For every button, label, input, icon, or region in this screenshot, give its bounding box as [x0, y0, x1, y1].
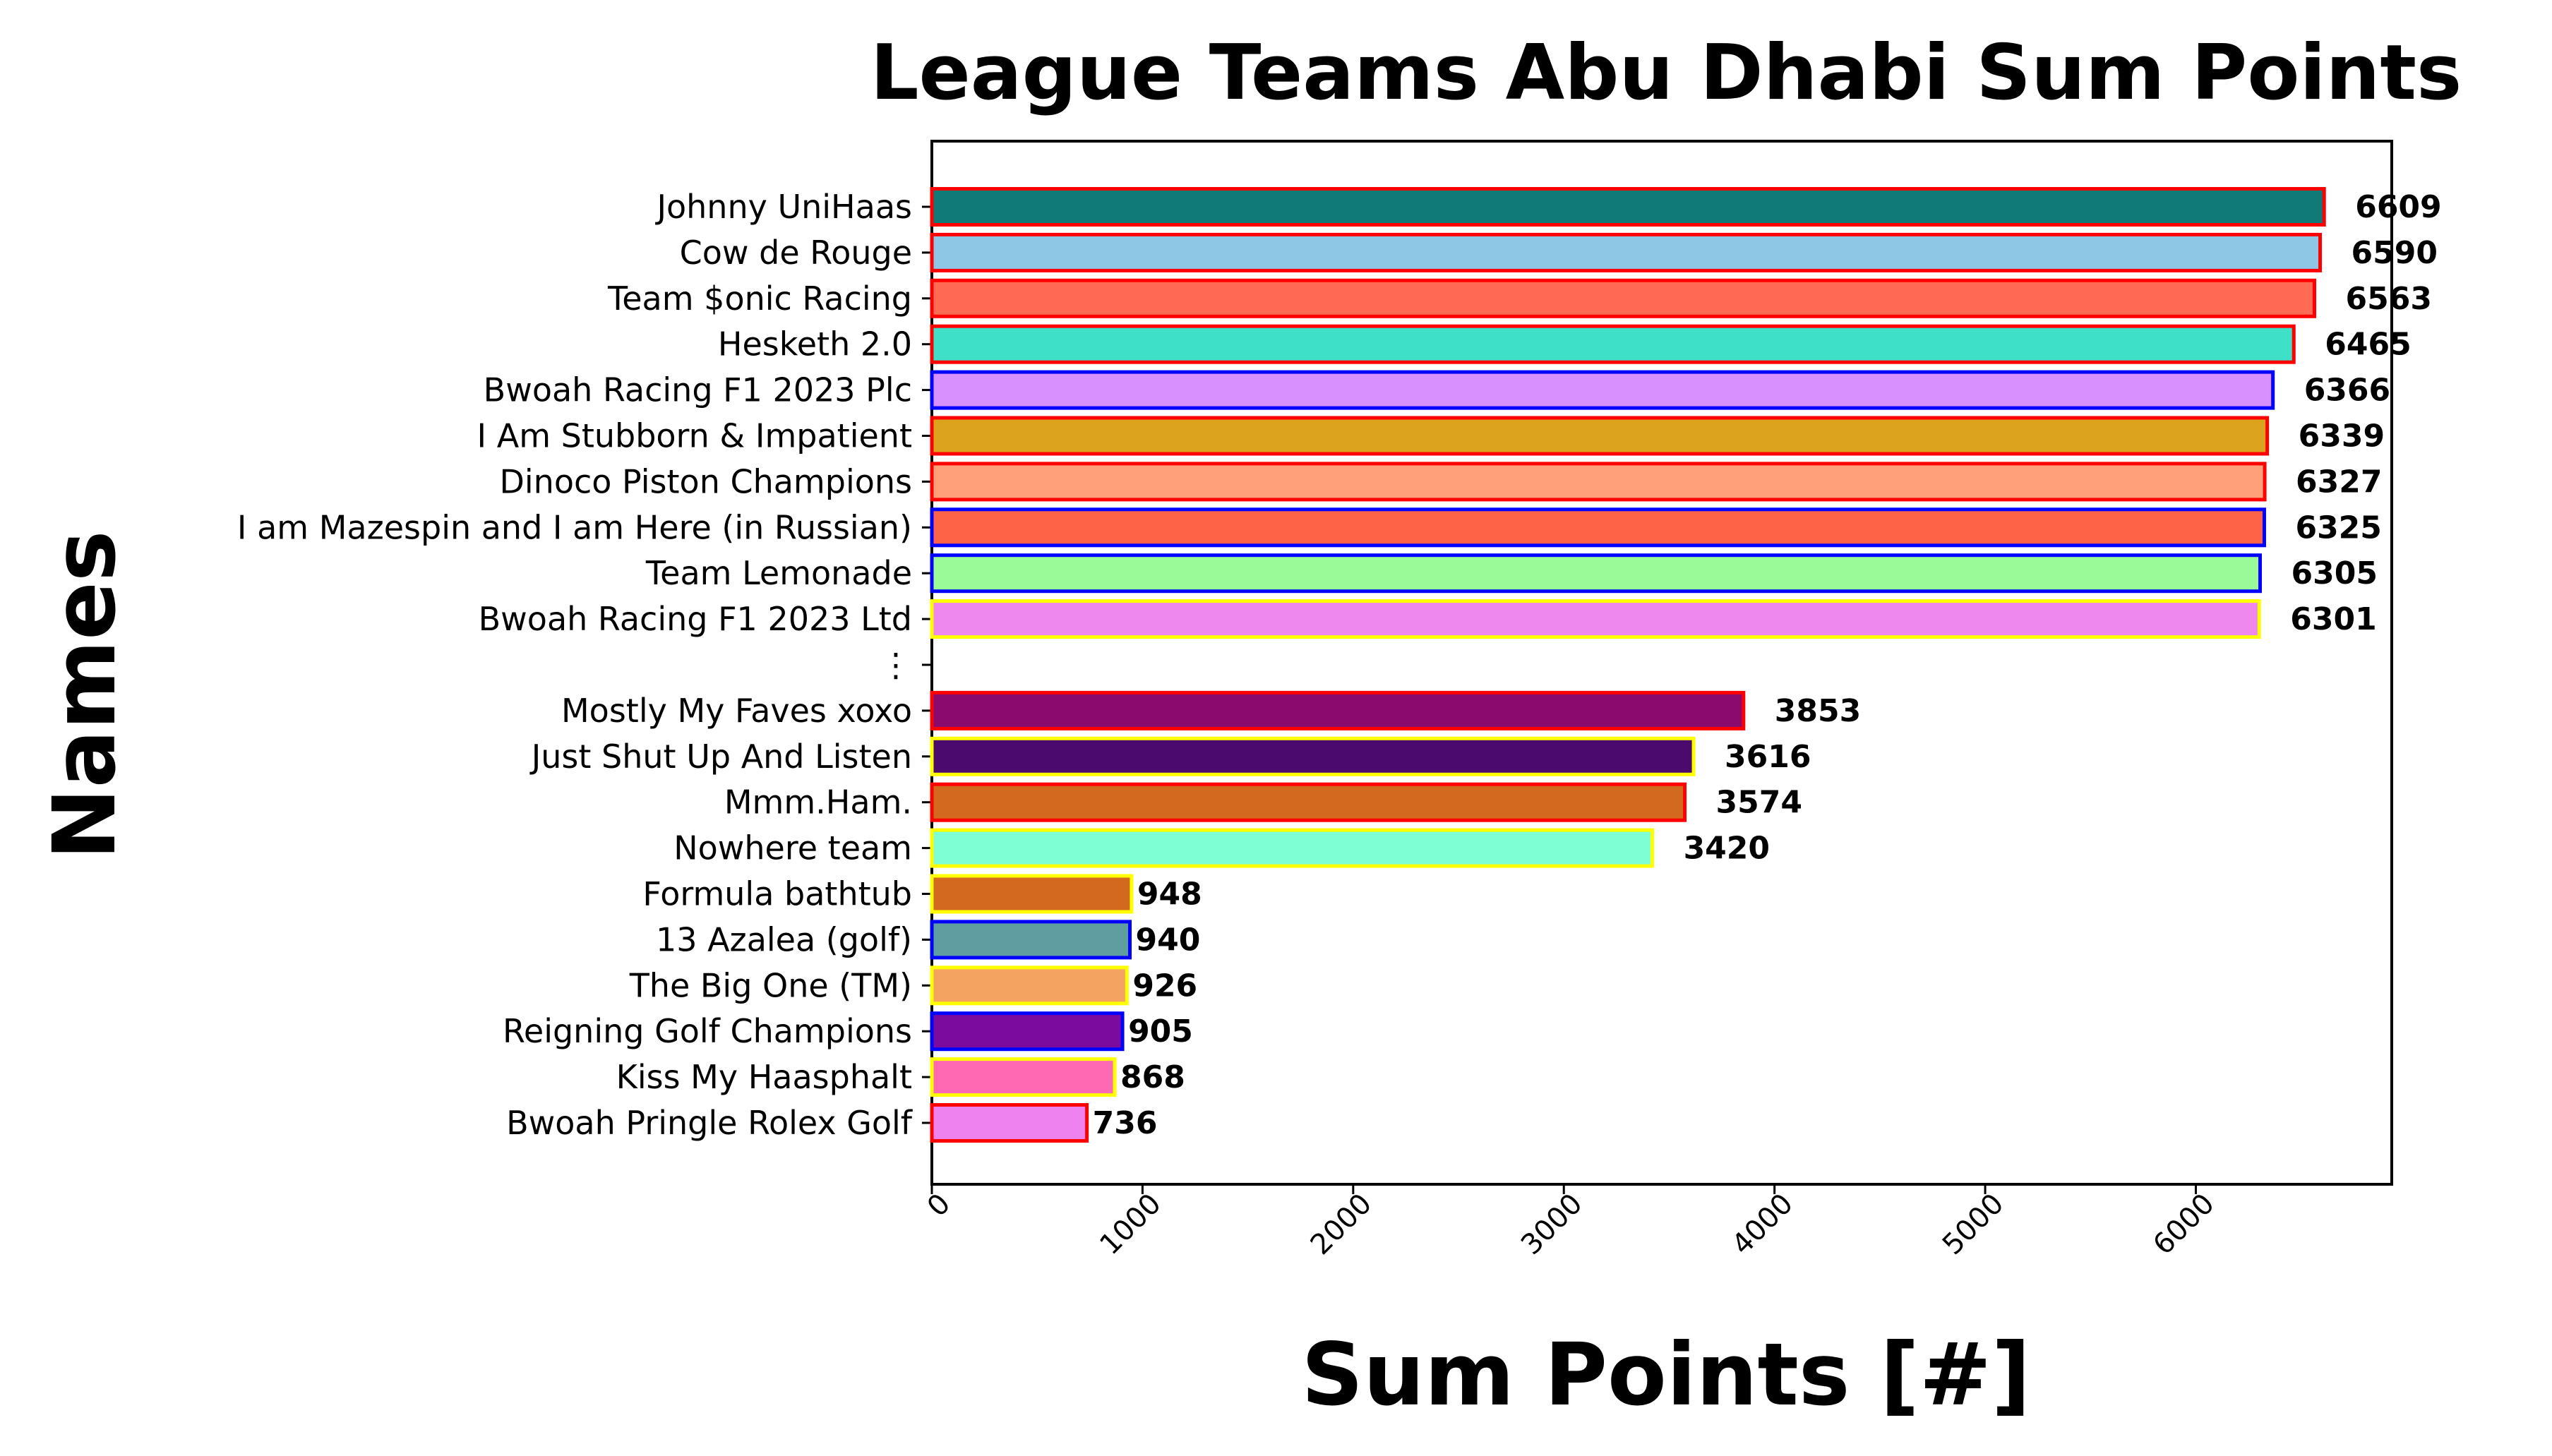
bar — [930, 965, 1129, 1006]
bar — [930, 232, 2323, 272]
bar — [930, 1011, 1125, 1052]
y-tick-label: Bwoah Pringle Rolex Golf — [506, 1104, 913, 1142]
chart-title: League Teams Abu Dhabi Sum Points — [870, 29, 2462, 117]
bar — [930, 507, 2266, 548]
bar-value-label: 6590 — [2352, 235, 2438, 271]
bar — [930, 1057, 1117, 1097]
bar-value-label: 868 — [1120, 1059, 1185, 1095]
y-tick-label: Formula bathtub — [642, 875, 912, 913]
bar-value-label: 6301 — [2290, 601, 2376, 637]
bar — [930, 553, 2262, 594]
bar — [930, 324, 2296, 364]
y-tick-label: Team $onic Racing — [607, 279, 912, 318]
x-axis-label: Sum Points [#] — [1301, 1325, 2030, 1425]
y-tick-label: The Big One (TM) — [629, 966, 912, 1004]
y-tick-label: Kiss My Haasphalt — [616, 1058, 912, 1096]
y-tick-label: I Am Stubborn & Impatient — [477, 417, 912, 455]
x-tick-label: 3000 — [1515, 1188, 1589, 1262]
y-tick-label: Bwoah Racing F1 2023 Ltd — [479, 600, 912, 638]
bar-value-label: 926 — [1132, 968, 1197, 1004]
bar-value-label: 6609 — [2355, 189, 2441, 225]
x-tick-label: 0 — [921, 1188, 957, 1224]
bar — [930, 690, 1746, 730]
bar-value-label: 6465 — [2325, 327, 2411, 363]
bar — [930, 1103, 1089, 1143]
x-tick-label: 2000 — [1305, 1188, 1379, 1262]
bar — [930, 828, 1655, 868]
y-tick-label: I am Mazespin and I am Here (in Russian) — [237, 508, 912, 546]
y-tick-label: Reigning Golf Champions — [503, 1012, 912, 1050]
y-tick-label: ⋮ — [880, 646, 912, 684]
y-tick-label: Just Shut Up And Listen — [529, 738, 912, 776]
x-tick-label: 5000 — [1936, 1188, 2011, 1262]
bar-value-label: 6325 — [2295, 510, 2381, 546]
bar-value-label: 6563 — [2345, 281, 2431, 317]
y-tick-label: Nowhere team — [673, 829, 912, 867]
bar — [930, 874, 1134, 914]
y-tick-label: Dinoco Piston Champions — [499, 462, 912, 500]
x-tick-label: 4000 — [1725, 1188, 1799, 1262]
bar-value-label: 3616 — [1725, 739, 1811, 775]
bar-value-label: 3574 — [1716, 785, 1802, 821]
bar-value-label: 736 — [1093, 1105, 1158, 1141]
y-tick-label: Team Lemonade — [645, 554, 912, 592]
y-tick-label: Bwoah Racing F1 2023 Plc — [484, 371, 912, 409]
bar — [930, 782, 1687, 822]
y-axis-label: Names — [35, 531, 135, 860]
plot-frame — [930, 140, 2393, 1186]
bar — [930, 462, 2267, 502]
bar-value-label: 6366 — [2304, 373, 2390, 409]
y-tick-label: Hesketh 2.0 — [718, 325, 912, 363]
y-tick-label: Mostly My Faves xoxo — [561, 692, 912, 730]
bar-value-label: 948 — [1137, 877, 1202, 913]
bar — [930, 278, 2316, 318]
x-tick-label: 1000 — [1094, 1188, 1168, 1262]
y-tick-label: Johnny UniHaas — [654, 188, 912, 226]
bar — [930, 920, 1132, 960]
bar-value-label: 6327 — [2296, 464, 2382, 500]
bar-value-label: 905 — [1128, 1013, 1193, 1049]
x-tick-label: 6000 — [2147, 1188, 2221, 1262]
bar — [930, 416, 2270, 456]
y-tick-label: Mmm.Ham. — [724, 783, 912, 822]
bar — [930, 599, 2261, 639]
bar — [930, 736, 1696, 776]
y-tick-label: Cow de Rouge — [680, 234, 912, 272]
y-tick-label: 13 Azalea (golf) — [656, 920, 912, 958]
plot-area: 0 1000 2000 3000 4000 5000 6000 Johnny UniHaas 6… — [237, 140, 2442, 1262]
bar-value-label: 940 — [1136, 922, 1201, 958]
bar-value-label: 6339 — [2299, 419, 2385, 455]
bar-value-label: 6305 — [2291, 555, 2377, 591]
bar — [930, 187, 2326, 227]
bar-value-label: 3420 — [1684, 831, 1770, 867]
bar — [930, 370, 2275, 410]
bar-value-label: 3853 — [1775, 693, 1861, 729]
